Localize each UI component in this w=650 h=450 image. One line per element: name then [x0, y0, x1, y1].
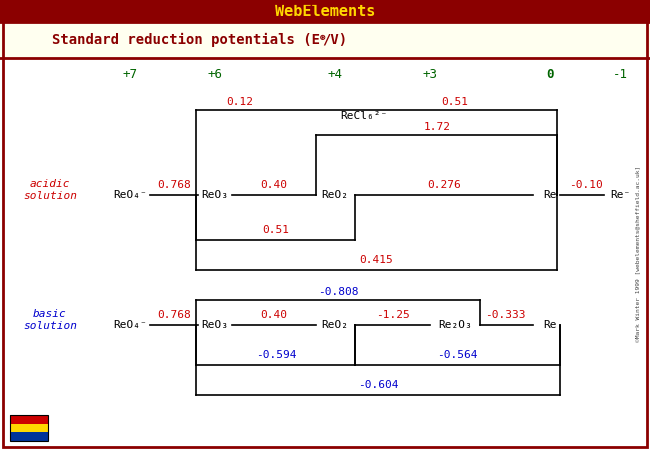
Text: +4: +4: [328, 68, 343, 81]
Text: 0.51: 0.51: [441, 97, 469, 107]
Bar: [0, 0, 650, 22]
Text: ReO₂: ReO₂: [322, 190, 348, 200]
Text: acidic
solution: acidic solution: [23, 179, 77, 201]
Text: -0.594: -0.594: [255, 350, 296, 360]
Text: ReCl₆²⁻: ReCl₆²⁻: [340, 111, 387, 121]
Text: 0.415: 0.415: [359, 255, 393, 265]
Text: -0.808: -0.808: [318, 287, 358, 297]
Text: 0.768: 0.768: [157, 310, 191, 320]
Text: 0.51: 0.51: [263, 225, 289, 235]
Text: 0: 0: [546, 68, 554, 81]
Bar: [10, 415, 48, 441]
Text: ReO₃: ReO₃: [202, 320, 229, 330]
Text: ReO₄⁻: ReO₄⁻: [113, 190, 147, 200]
Text: +3: +3: [422, 68, 437, 81]
Text: 0.40: 0.40: [261, 180, 287, 190]
Text: -0.564: -0.564: [437, 350, 477, 360]
Text: -1: -1: [612, 68, 627, 81]
Text: +6: +6: [207, 68, 222, 81]
Text: ⊛: ⊛: [320, 32, 326, 41]
Bar: [0, 22, 650, 58]
Text: -0.333: -0.333: [485, 310, 525, 320]
Text: 1.72: 1.72: [424, 122, 450, 132]
Text: WebElements: WebElements: [275, 4, 375, 18]
Text: Re₂O₃: Re₂O₃: [438, 320, 472, 330]
Text: 0.40: 0.40: [261, 310, 287, 320]
Text: -0.604: -0.604: [358, 380, 398, 390]
Bar: [10, 415, 48, 423]
Text: +7: +7: [122, 68, 138, 81]
Text: Re⁻: Re⁻: [610, 190, 630, 200]
Text: 0.768: 0.768: [157, 180, 191, 190]
Text: -0.10: -0.10: [569, 180, 603, 190]
Text: ReO₂: ReO₂: [322, 320, 348, 330]
Text: Re: Re: [543, 190, 557, 200]
Bar: [10, 423, 48, 432]
Text: 0.276: 0.276: [427, 180, 461, 190]
Text: /V): /V): [322, 33, 347, 47]
Text: 0.12: 0.12: [226, 97, 254, 107]
Text: ReO₃: ReO₃: [202, 190, 229, 200]
Text: -1.25: -1.25: [376, 310, 410, 320]
Text: ReO₄⁻: ReO₄⁻: [113, 320, 147, 330]
Text: ©Mark Winter 1999 [webelements@sheffield.ac.uk]: ©Mark Winter 1999 [webelements@sheffield…: [636, 166, 640, 342]
Text: Standard reduction potentials (E: Standard reduction potentials (E: [52, 33, 320, 47]
Bar: [10, 415, 48, 441]
Text: Re: Re: [543, 320, 557, 330]
Text: basic
solution: basic solution: [23, 309, 77, 331]
